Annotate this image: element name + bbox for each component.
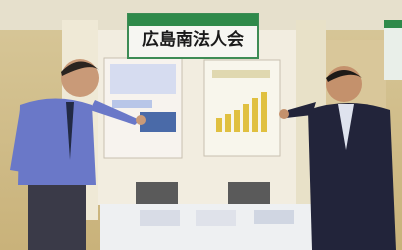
leaflet bbox=[254, 210, 294, 224]
poster-block bbox=[212, 70, 270, 78]
chair bbox=[228, 182, 270, 204]
leaflet bbox=[140, 210, 180, 226]
partial-sign-band bbox=[384, 20, 402, 28]
chair bbox=[136, 182, 178, 204]
partial-sign bbox=[384, 20, 402, 80]
leaflet bbox=[196, 210, 236, 226]
poster-block bbox=[110, 64, 176, 94]
poster-block bbox=[112, 100, 152, 108]
photo-scene: 広島南法人会 bbox=[0, 0, 402, 250]
sign-text: 広島南法人会 bbox=[142, 29, 244, 50]
sign-band bbox=[128, 14, 258, 26]
